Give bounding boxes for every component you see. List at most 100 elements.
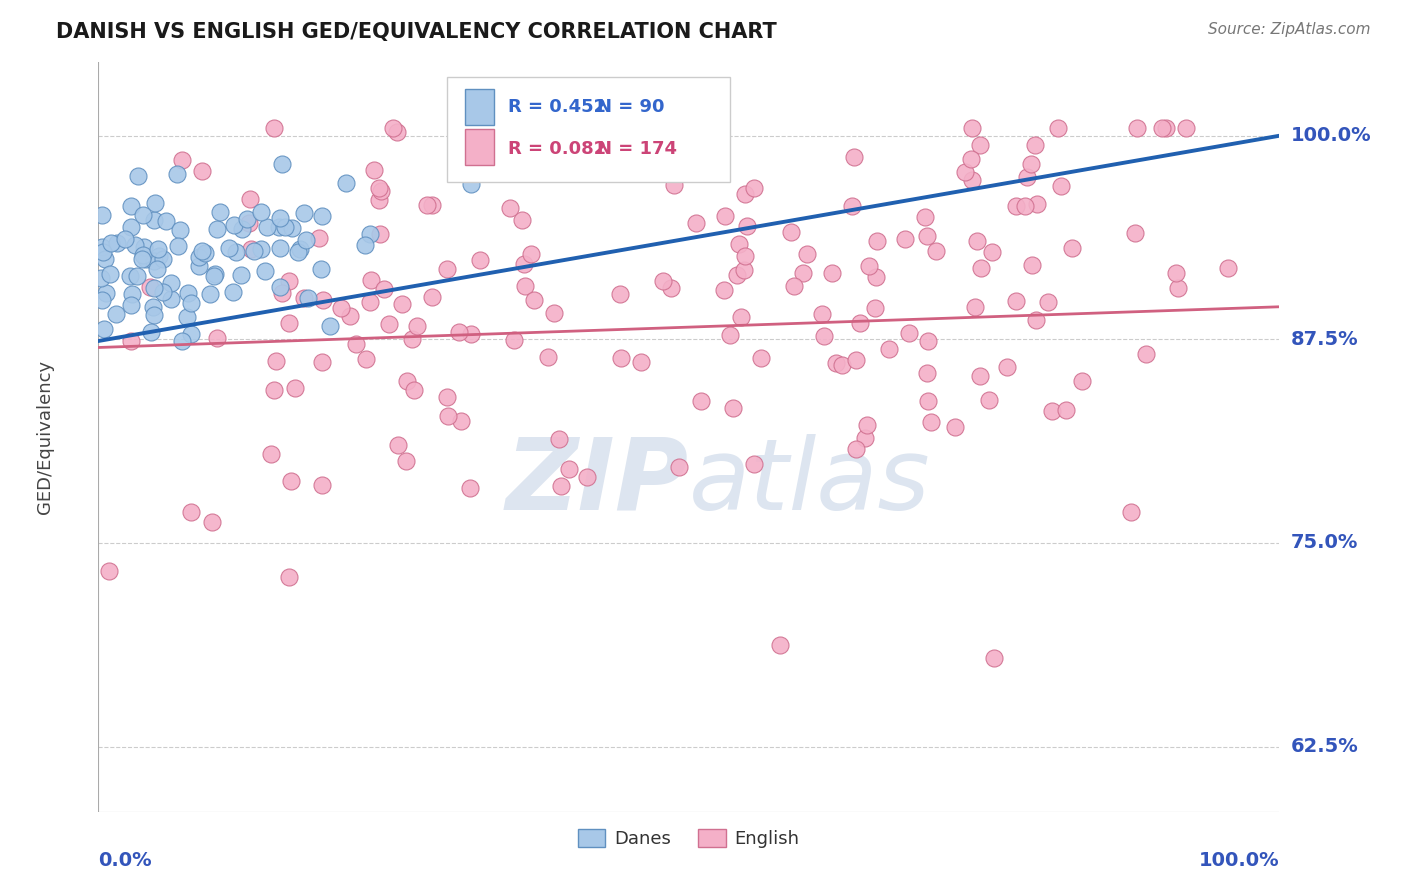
Point <box>139 326 162 340</box>
Point <box>169 223 191 237</box>
Point <box>222 285 245 300</box>
Point <box>548 432 571 446</box>
Point <box>311 209 333 223</box>
Point <box>523 293 546 307</box>
Point <box>1126 120 1149 135</box>
Text: 100.0%: 100.0% <box>1199 851 1279 870</box>
Point <box>1047 120 1070 135</box>
Point <box>231 222 253 236</box>
Point <box>135 252 157 266</box>
Point <box>294 233 316 247</box>
Point <box>125 268 148 283</box>
Point <box>725 268 748 282</box>
Point <box>845 442 868 456</box>
Point <box>172 334 194 348</box>
Text: DANISH VS ENGLISH GED/EQUIVALENCY CORRELATION CHART: DANISH VS ENGLISH GED/EQUIVALENCY CORREL… <box>56 22 778 42</box>
Point <box>1005 199 1028 213</box>
Point <box>898 326 921 340</box>
Point <box>120 334 142 348</box>
Point <box>367 181 389 195</box>
Point <box>94 285 117 300</box>
Point <box>713 283 735 297</box>
Point <box>742 180 765 194</box>
Point <box>139 280 162 294</box>
Point <box>297 291 319 305</box>
Point <box>450 415 472 429</box>
Point <box>360 273 382 287</box>
Point <box>278 274 301 288</box>
Point <box>792 266 814 280</box>
Point <box>167 239 190 253</box>
Point <box>557 462 579 476</box>
Point <box>132 247 155 261</box>
Point <box>353 238 375 252</box>
Point <box>983 651 1005 665</box>
Point <box>373 283 395 297</box>
Point <box>730 310 752 325</box>
Point <box>100 267 122 281</box>
Point <box>813 328 835 343</box>
Point <box>368 227 391 242</box>
Point <box>664 178 686 192</box>
Point <box>960 173 983 187</box>
Text: 62.5%: 62.5% <box>1291 737 1358 756</box>
Point <box>1025 313 1047 327</box>
Point <box>142 308 165 322</box>
Point <box>1038 295 1060 310</box>
Point <box>238 192 260 206</box>
Legend: Danes, English: Danes, English <box>571 822 807 855</box>
Point <box>250 205 273 219</box>
Point <box>274 220 297 235</box>
Point <box>288 243 311 257</box>
Point <box>280 474 302 488</box>
Point <box>91 245 114 260</box>
Point <box>1015 169 1038 184</box>
Point <box>148 249 170 263</box>
Point <box>1175 120 1198 135</box>
Point <box>481 166 503 180</box>
Point <box>734 249 756 263</box>
Point <box>821 266 844 280</box>
Point <box>308 231 330 245</box>
Point <box>1025 197 1047 211</box>
Point <box>1164 266 1187 280</box>
Point <box>120 198 142 212</box>
Point <box>394 454 416 468</box>
Point <box>1040 403 1063 417</box>
Point <box>318 318 340 333</box>
Point <box>458 481 481 495</box>
Point <box>311 478 333 492</box>
Text: GED/Equivalency: GED/Equivalency <box>37 360 55 514</box>
Point <box>416 198 439 212</box>
Point <box>152 285 174 300</box>
Point <box>100 236 122 251</box>
Point <box>155 214 177 228</box>
Point <box>382 120 405 135</box>
Point <box>363 163 385 178</box>
Point <box>853 431 876 445</box>
Point <box>309 261 332 276</box>
Point <box>692 133 714 147</box>
Point <box>188 251 211 265</box>
Point <box>769 638 792 652</box>
Point <box>284 381 307 395</box>
Text: atlas: atlas <box>689 434 931 531</box>
Point <box>995 360 1018 375</box>
Point <box>121 287 143 301</box>
Point <box>841 199 863 213</box>
Point <box>339 309 361 323</box>
Point <box>93 321 115 335</box>
Point <box>963 300 986 314</box>
Point <box>176 310 198 324</box>
Point <box>105 236 128 251</box>
Point <box>269 211 291 226</box>
Point <box>120 298 142 312</box>
Point <box>969 138 991 153</box>
Text: R = 0.452: R = 0.452 <box>508 98 606 116</box>
Point <box>236 211 259 226</box>
Point <box>152 252 174 266</box>
Point <box>166 167 188 181</box>
Point <box>256 220 278 235</box>
Point <box>849 317 872 331</box>
Point <box>148 242 170 256</box>
